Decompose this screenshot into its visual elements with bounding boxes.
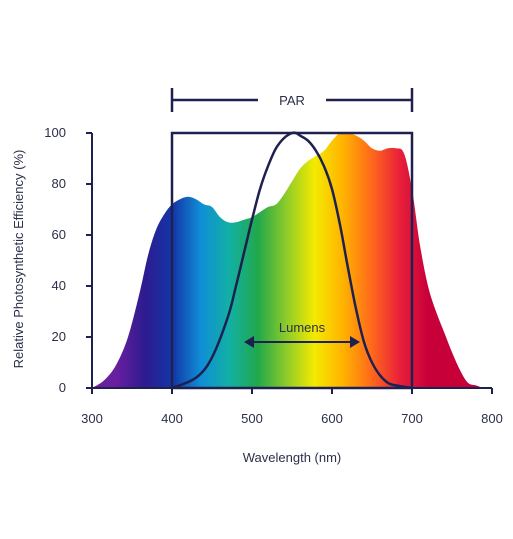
x-axis-title: Wavelength (nm) — [243, 450, 342, 465]
y-tick-label: 60 — [52, 227, 66, 242]
lumens-arrow-left — [244, 336, 254, 348]
y-axis-title: Relative Photosynthetic Efficiency (%) — [11, 150, 26, 369]
series-luminosity-curve — [171, 131, 413, 390]
x-tick-label: 500 — [241, 411, 263, 426]
x-tick-label: 800 — [481, 411, 503, 426]
lumens-arrow-right — [350, 336, 360, 348]
y-tick-label: 80 — [52, 176, 66, 191]
annotations: PAR Lumens — [170, 88, 414, 390]
axes: 0 20 40 60 80 100 300 400 500 600 700 800 — [44, 125, 503, 426]
x-tick-label: 400 — [161, 411, 183, 426]
par-box — [170, 131, 414, 390]
y-tick-label: 20 — [52, 329, 66, 344]
y-tick-label: 100 — [44, 125, 66, 140]
series-spectrum-area — [92, 132, 492, 389]
y-tick-label: 0 — [59, 380, 66, 395]
lumens-label: Lumens — [279, 320, 326, 335]
x-tick-label: 600 — [321, 411, 343, 426]
plot-area — [92, 131, 492, 390]
x-tick-label: 300 — [81, 411, 103, 426]
x-tick-label: 700 — [401, 411, 423, 426]
y-tick-label: 40 — [52, 278, 66, 293]
par-label: PAR — [279, 93, 305, 108]
